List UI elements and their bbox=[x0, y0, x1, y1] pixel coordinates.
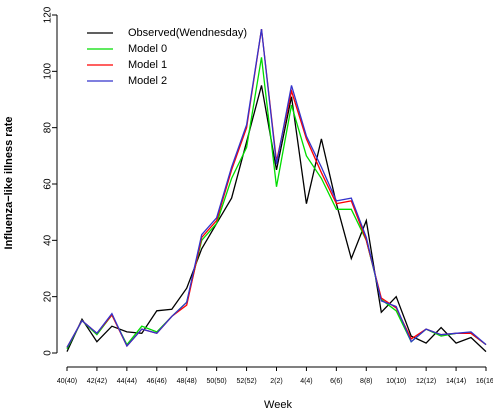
x-tick-label: 16(16) bbox=[476, 378, 493, 385]
y-tick-label: 40 bbox=[43, 234, 54, 246]
series-line-observed-wendnesday bbox=[66, 85, 487, 353]
x-tick-label: 46(46) bbox=[147, 378, 167, 385]
y-tick-label: 120 bbox=[43, 6, 54, 23]
x-tick-label: 44(44) bbox=[117, 378, 137, 385]
x-tick-label: 4(4) bbox=[300, 378, 312, 385]
x-tick-label: 10(10) bbox=[386, 378, 406, 385]
legend: Observed(Wendnesday) Model 0 Model 1 Model … bbox=[87, 27, 247, 87]
x-tick-label: 12(12) bbox=[416, 378, 436, 385]
series-layer bbox=[66, 29, 487, 353]
legend-label: Model 1 bbox=[128, 59, 167, 71]
x-tick-label: 42(42) bbox=[87, 378, 107, 385]
series-line-model-2 bbox=[66, 29, 487, 348]
y-axis-title: Influenza−like illness rate bbox=[3, 117, 15, 250]
x-tick-label: 8(8) bbox=[360, 378, 372, 385]
x-tick-label: 48(48) bbox=[177, 378, 197, 385]
y-tick-label: 100 bbox=[43, 63, 54, 80]
x-tick-label: 6(6) bbox=[330, 378, 342, 385]
x-tick-label: 40(40) bbox=[57, 378, 77, 385]
x-tick-label: 52(52) bbox=[236, 378, 256, 385]
x-tick-label: 14(14) bbox=[446, 378, 466, 385]
y-tick-label: 60 bbox=[43, 178, 54, 190]
x-tick-label: 2(2) bbox=[270, 378, 282, 385]
series-line-model-0 bbox=[66, 57, 487, 350]
y-tick-label: 80 bbox=[43, 122, 54, 134]
legend-label: Model 2 bbox=[128, 75, 167, 87]
x-axis-title: Week bbox=[264, 399, 292, 411]
y-tick-label: 0 bbox=[43, 350, 54, 356]
y-tick-label: 20 bbox=[43, 291, 54, 303]
legend-label: Model 0 bbox=[128, 43, 167, 55]
axes: 0 20 40 60 80 100 120 40(40) 42(42) 44(44) 46(46) 4… bbox=[43, 6, 493, 385]
legend-label: Observed(Wendnesday) bbox=[128, 27, 247, 39]
x-tick-label: 50(50) bbox=[207, 378, 227, 385]
